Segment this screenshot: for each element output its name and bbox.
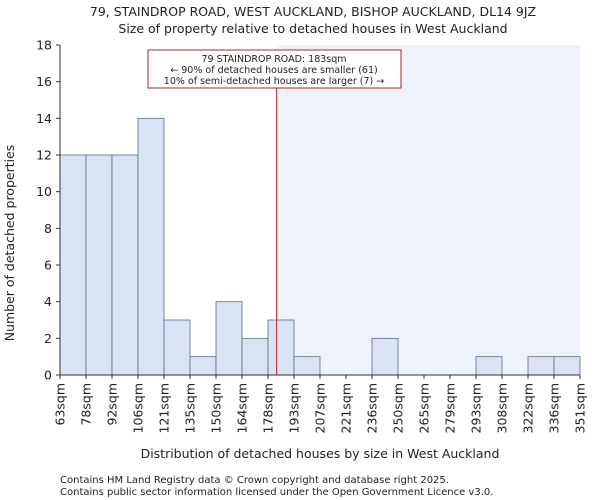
- x-tick-207sqm: 207sqm: [313, 383, 328, 433]
- y-tick-12: 12: [36, 148, 52, 163]
- bar-193sqm: [293, 356, 321, 376]
- footer-line-2: Contains public sector information licen…: [60, 487, 493, 498]
- x-tick-221sqm: 221sqm: [339, 383, 354, 433]
- x-tick-135sqm: 135sqm: [183, 383, 198, 433]
- x-tick-250sqm: 250sqm: [391, 383, 406, 433]
- footer-line-1: Contains HM Land Registry data © Crown c…: [60, 475, 449, 486]
- y-tick-14: 14: [36, 111, 52, 126]
- y-tick-2: 2: [44, 331, 52, 346]
- y-tick-8: 8: [44, 221, 52, 236]
- x-tick-106sqm: 106sqm: [131, 383, 146, 433]
- y-tick-6: 6: [44, 258, 52, 273]
- bar-336sqm: [553, 356, 581, 376]
- annotation-box: 79 STAINDROP ROAD: 183sqm ← 90% of detac…: [147, 49, 402, 89]
- x-axis-label: Distribution of detached houses by size …: [141, 446, 500, 461]
- bar-322sqm: [527, 356, 555, 376]
- bar-293sqm: [475, 356, 503, 376]
- x-tick-121sqm: 121sqm: [157, 383, 172, 433]
- x-tick-236sqm: 236sqm: [365, 383, 380, 433]
- bar-78sqm: [85, 154, 113, 376]
- bar-178sqm: [267, 319, 295, 376]
- larger-region: [276, 45, 580, 375]
- annotation-line-1: 79 STAINDROP ROAD: 183sqm: [201, 54, 346, 65]
- bar-63sqm: [59, 154, 87, 376]
- x-tick-150sqm: 150sqm: [209, 383, 224, 433]
- x-tick-92sqm: 92sqm: [105, 383, 120, 426]
- x-tick-78sqm: 78sqm: [79, 383, 94, 426]
- x-tick-193sqm: 193sqm: [287, 383, 302, 433]
- bars-group: [59, 117, 581, 376]
- y-tick-4: 4: [44, 294, 52, 309]
- x-tick-279sqm: 279sqm: [443, 383, 458, 433]
- x-tick-63sqm: 63sqm: [53, 383, 68, 426]
- bar-150sqm: [215, 301, 243, 376]
- chart-subtitle: Size of property relative to detached ho…: [118, 21, 507, 36]
- chart-title: 79, STAINDROP ROAD, WEST AUCKLAND, BISHO…: [90, 4, 536, 19]
- y-tick-10: 10: [36, 184, 52, 199]
- x-tick-265sqm: 265sqm: [417, 383, 432, 433]
- y-axis: 0 2 4 6 8 10 12 14 16 18: [36, 38, 61, 383]
- y-tick-0: 0: [44, 368, 52, 383]
- x-tick-308sqm: 308sqm: [495, 383, 510, 433]
- x-tick-351sqm: 351sqm: [573, 383, 588, 433]
- bar-92sqm: [111, 154, 139, 376]
- bar-164sqm: [241, 337, 269, 376]
- bar-236sqm: [371, 337, 399, 376]
- x-tick-164sqm: 164sqm: [235, 383, 250, 433]
- x-axis: 63sqm 78sqm 92sqm 106sqm 121sqm 135sqm 150sqm 1…: [53, 374, 588, 433]
- y-tick-16: 16: [36, 74, 52, 89]
- annotation-line-3: 10% of semi-detached houses are larger (…: [164, 76, 384, 87]
- bar-135sqm: [189, 356, 217, 376]
- y-axis-label: Number of detached properties: [2, 145, 17, 342]
- bar-121sqm: [163, 319, 191, 376]
- bar-106sqm: [137, 117, 165, 376]
- annotation-line-2: ← 90% of detached houses are smaller (61…: [170, 65, 377, 76]
- x-tick-322sqm: 322sqm: [521, 383, 536, 433]
- x-tick-178sqm: 178sqm: [261, 383, 276, 433]
- y-tick-18: 18: [36, 38, 52, 53]
- x-tick-336sqm: 336sqm: [547, 383, 562, 433]
- x-tick-293sqm: 293sqm: [469, 383, 484, 433]
